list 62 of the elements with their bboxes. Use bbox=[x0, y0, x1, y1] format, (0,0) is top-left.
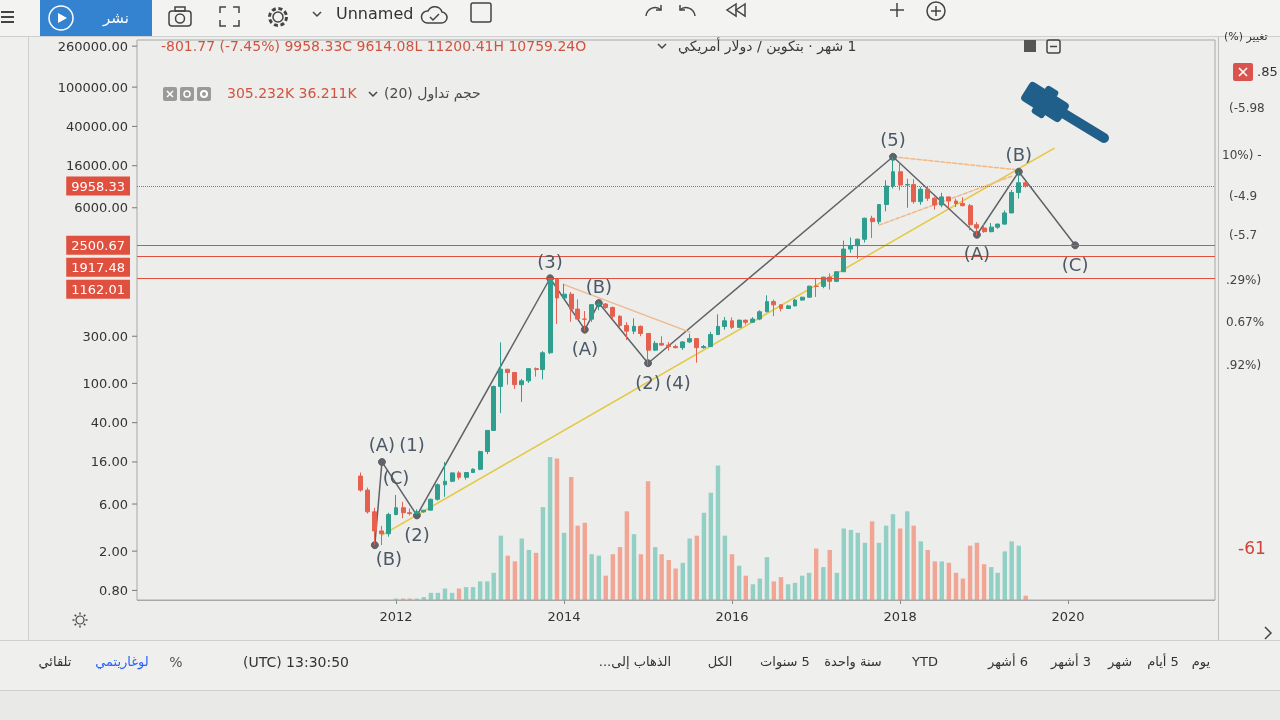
annotation: 305.232K 36.211K bbox=[227, 84, 357, 102]
y-tick-label: 6000.00 bbox=[74, 200, 128, 216]
text: .92%) bbox=[1226, 357, 1262, 373]
text: 6 أشهر bbox=[987, 654, 1029, 670]
y-tick-label: 40.00 bbox=[90, 415, 128, 431]
text: شهر bbox=[1107, 654, 1133, 670]
text: 10%) - bbox=[1222, 147, 1262, 163]
text: سنة واحدة bbox=[824, 654, 882, 670]
text: تلقائي bbox=[38, 654, 72, 670]
annotation: (5) bbox=[880, 129, 906, 151]
text: 5 أيام bbox=[1147, 654, 1179, 670]
x-tick-label: 2016 bbox=[715, 609, 749, 624]
text: -61 bbox=[1238, 537, 1266, 559]
ref-line-label: 2500.67 bbox=[71, 237, 125, 253]
y-tick-label: 100000.00 bbox=[57, 79, 128, 95]
y-tick-label: 100.00 bbox=[82, 375, 128, 391]
y-tick-label: 16.00 bbox=[90, 454, 128, 470]
text: لوغاريتمي bbox=[95, 654, 149, 670]
ref-line-label: 1162.01 bbox=[71, 281, 125, 297]
x-tick-label: 2020 bbox=[1051, 609, 1085, 624]
x-tick-label: 2018 bbox=[883, 609, 917, 624]
text: يوم bbox=[1191, 654, 1211, 670]
text: 3 أشهر bbox=[1050, 654, 1092, 670]
y-tick-label: 6.00 bbox=[99, 496, 128, 512]
text: Unnamed bbox=[336, 4, 414, 24]
text: الكل bbox=[707, 654, 733, 670]
text: % bbox=[169, 653, 183, 671]
text: (-5.98 bbox=[1229, 100, 1265, 116]
annotation: (4) bbox=[665, 371, 691, 393]
text: الذهاب إلى... bbox=[598, 654, 672, 670]
y-tick-label: 40000.00 bbox=[65, 118, 128, 134]
annotation: (1) bbox=[399, 434, 425, 456]
y-tick-label: 300.00 bbox=[82, 328, 128, 344]
y-tick-label: 16000.00 bbox=[65, 158, 128, 174]
text: .29%) bbox=[1226, 272, 1262, 288]
text: تغيير (%) bbox=[1224, 30, 1268, 44]
y-tick-label: 0.80 bbox=[99, 582, 128, 598]
text: (UTC) 13:30:50 bbox=[242, 653, 350, 671]
text: 5 سنوات bbox=[760, 654, 810, 670]
chart-title: 1 شهر · بتكوين / دولار أمريكي bbox=[678, 37, 857, 55]
annotation: -801.77 (-7.45%) 9958.33C 9614.08L 11200.41H 10759.24O bbox=[161, 37, 587, 55]
x-tick-label: 2014 bbox=[547, 609, 581, 624]
text: YTD bbox=[912, 654, 938, 670]
y-tick-label: 2.00 bbox=[99, 543, 128, 559]
annotation: (2) bbox=[404, 523, 430, 545]
annotation: (C) bbox=[1061, 253, 1089, 275]
annotation: حجم تداول (20) bbox=[384, 84, 481, 102]
annotation: (A) bbox=[571, 338, 598, 360]
y-tick-label: 260000.00 bbox=[57, 38, 128, 54]
annotation: (A) bbox=[368, 434, 396, 456]
text: نشر bbox=[103, 9, 129, 27]
ref-line-label: 9958.33 bbox=[71, 178, 125, 194]
annotation: (B) bbox=[375, 548, 403, 570]
annotation: (B) bbox=[1005, 144, 1033, 166]
text: (-4.9 bbox=[1229, 188, 1258, 204]
text: 0.67% bbox=[1226, 314, 1265, 330]
text: .85 bbox=[1257, 64, 1278, 80]
annotation: (B) bbox=[585, 275, 613, 297]
text: (-5.7 bbox=[1229, 227, 1258, 243]
x-tick-label: 2012 bbox=[379, 609, 413, 624]
annotation: (3) bbox=[537, 250, 563, 272]
ref-line-label: 1917.48 bbox=[71, 259, 125, 275]
